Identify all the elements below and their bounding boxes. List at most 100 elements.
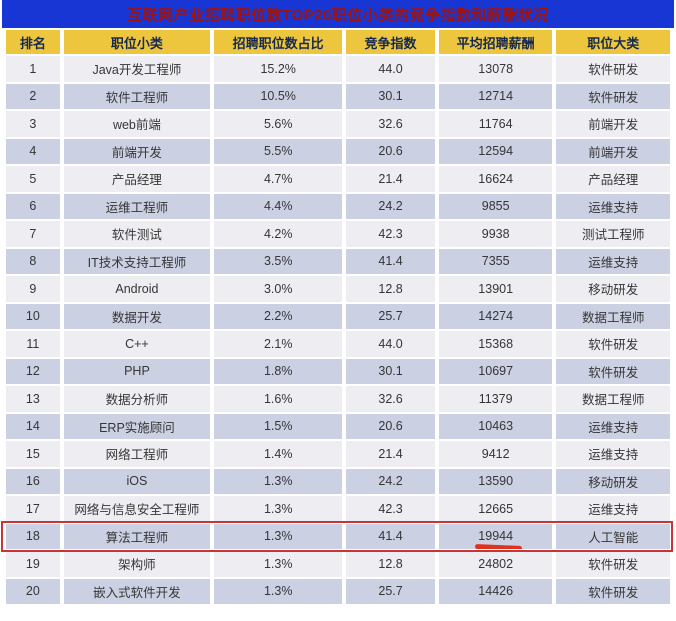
cell-competition-index: 30.1 (346, 358, 435, 384)
cell-job-share: 2.1% (214, 331, 343, 357)
col-header-job-category: 职位大类 (556, 30, 670, 54)
cell-job-category: 软件研发 (556, 83, 670, 109)
cell-job-subcategory: 网络与信息安全工程师 (63, 496, 211, 522)
cell-job-category: 运维支持 (556, 441, 670, 467)
table-row: 6 运维工程师 4.4% 24.2 9855 运维支持 (6, 193, 670, 219)
cell-average-salary: 12665 (438, 496, 553, 522)
cell-competition-index: 42.3 (346, 496, 435, 522)
title-banner: 互联网产业招聘职位数TOP20职位小类的竞争指数和薪酬状况 (2, 0, 674, 28)
page-title: 互联网产业招聘职位数TOP20职位小类的竞争指数和薪酬状况 (127, 6, 549, 24)
cell-job-category: 移动研发 (556, 468, 670, 494)
cell-competition-index: 20.6 (346, 138, 435, 164)
cell-job-subcategory: 架构师 (63, 551, 211, 577)
cell-average-salary: 10463 (438, 413, 553, 439)
cell-job-category: 软件研发 (556, 358, 670, 384)
cell-rank: 16 (6, 468, 60, 494)
cell-job-subcategory: 产品经理 (63, 166, 211, 192)
cell-job-subcategory: 软件工程师 (63, 83, 211, 109)
table-row: 14 ERP实施顾问 1.5% 20.6 10463 运维支持 (6, 413, 670, 439)
cell-job-share: 4.4% (214, 193, 343, 219)
cell-rank: 4 (6, 138, 60, 164)
cell-competition-index: 44.0 (346, 331, 435, 357)
cell-job-category: 运维支持 (556, 413, 670, 439)
cell-competition-index: 44.0 (346, 56, 435, 82)
cell-average-salary: 15368 (438, 331, 553, 357)
cell-competition-index: 41.4 (346, 523, 435, 549)
table-row: 17 网络与信息安全工程师 1.3% 42.3 12665 运维支持 (6, 496, 670, 522)
table-row: 19 架构师 1.3% 12.8 24802 软件研发 (6, 551, 670, 577)
cell-job-category: 数据工程师 (556, 386, 670, 412)
cell-job-subcategory: 前端开发 (63, 138, 211, 164)
cell-average-salary: 11379 (438, 386, 553, 412)
cell-average-salary: 24802 (438, 551, 553, 577)
cell-job-subcategory: 数据分析师 (63, 386, 211, 412)
table-row: 3 web前端 5.6% 32.6 11764 前端开发 (6, 111, 670, 137)
col-header-competition-index: 竞争指数 (346, 30, 435, 54)
cell-job-share: 1.3% (214, 523, 343, 549)
cell-rank: 10 (6, 303, 60, 329)
cell-job-share: 4.2% (214, 221, 343, 247)
cell-average-salary: 19944 (438, 523, 553, 549)
cell-job-subcategory: Android (63, 276, 211, 302)
col-header-job-share: 招聘职位数占比 (214, 30, 343, 54)
cell-job-category: 产品经理 (556, 166, 670, 192)
ranking-table: 排名 职位小类 招聘职位数占比 竞争指数 平均招聘薪酬 职位大类 1 Java开… (2, 28, 674, 606)
cell-job-share: 1.3% (214, 578, 343, 604)
cell-job-category: 软件研发 (556, 551, 670, 577)
cell-job-subcategory: C++ (63, 331, 211, 357)
cell-rank: 11 (6, 331, 60, 357)
cell-competition-index: 32.6 (346, 386, 435, 412)
cell-competition-index: 30.1 (346, 83, 435, 109)
cell-job-share: 4.7% (214, 166, 343, 192)
cell-job-category: 前端开发 (556, 138, 670, 164)
cell-average-salary: 13901 (438, 276, 553, 302)
table-row: 9 Android 3.0% 12.8 13901 移动研发 (6, 276, 670, 302)
cell-rank: 14 (6, 413, 60, 439)
cell-rank: 12 (6, 358, 60, 384)
cell-competition-index: 42.3 (346, 221, 435, 247)
cell-job-share: 1.3% (214, 496, 343, 522)
cell-job-subcategory: ERP实施顾问 (63, 413, 211, 439)
cell-average-salary: 14274 (438, 303, 553, 329)
col-header-rank: 排名 (6, 30, 60, 54)
cell-job-category: 软件研发 (556, 56, 670, 82)
cell-job-subcategory: 运维工程师 (63, 193, 211, 219)
table-row: 15 网络工程师 1.4% 21.4 9412 运维支持 (6, 441, 670, 467)
cell-job-subcategory: 嵌入式软件开发 (63, 578, 211, 604)
cell-job-share: 5.6% (214, 111, 343, 137)
red-underline-annotation (475, 544, 523, 549)
cell-job-category: 人工智能 (556, 523, 670, 549)
cell-average-salary: 9938 (438, 221, 553, 247)
cell-competition-index: 12.8 (346, 551, 435, 577)
cell-job-share: 1.5% (214, 413, 343, 439)
table-row: 5 产品经理 4.7% 21.4 16624 产品经理 (6, 166, 670, 192)
cell-job-subcategory: web前端 (63, 111, 211, 137)
cell-job-subcategory: 网络工程师 (63, 441, 211, 467)
cell-average-salary: 13078 (438, 56, 553, 82)
cell-job-subcategory: 软件测试 (63, 221, 211, 247)
cell-rank: 20 (6, 578, 60, 604)
table-row: 13 数据分析师 1.6% 32.6 11379 数据工程师 (6, 386, 670, 412)
cell-rank: 18 (6, 523, 60, 549)
cell-average-salary: 7355 (438, 248, 553, 274)
cell-competition-index: 25.7 (346, 578, 435, 604)
cell-job-subcategory: Java开发工程师 (63, 56, 211, 82)
cell-job-category: 运维支持 (556, 496, 670, 522)
cell-average-salary: 16624 (438, 166, 553, 192)
cell-job-subcategory: 算法工程师 (63, 523, 211, 549)
table-header: 排名 职位小类 招聘职位数占比 竞争指数 平均招聘薪酬 职位大类 (6, 30, 670, 54)
col-header-average-salary: 平均招聘薪酬 (438, 30, 553, 54)
cell-job-category: 测试工程师 (556, 221, 670, 247)
cell-job-share: 1.4% (214, 441, 343, 467)
table-row: 16 iOS 1.3% 24.2 13590 移动研发 (6, 468, 670, 494)
cell-rank: 8 (6, 248, 60, 274)
cell-competition-index: 21.4 (346, 441, 435, 467)
cell-competition-index: 20.6 (346, 413, 435, 439)
cell-job-category: 移动研发 (556, 276, 670, 302)
cell-job-subcategory: iOS (63, 468, 211, 494)
cell-competition-index: 12.8 (346, 276, 435, 302)
cell-job-category: 运维支持 (556, 193, 670, 219)
cell-job-share: 5.5% (214, 138, 343, 164)
cell-rank: 2 (6, 83, 60, 109)
